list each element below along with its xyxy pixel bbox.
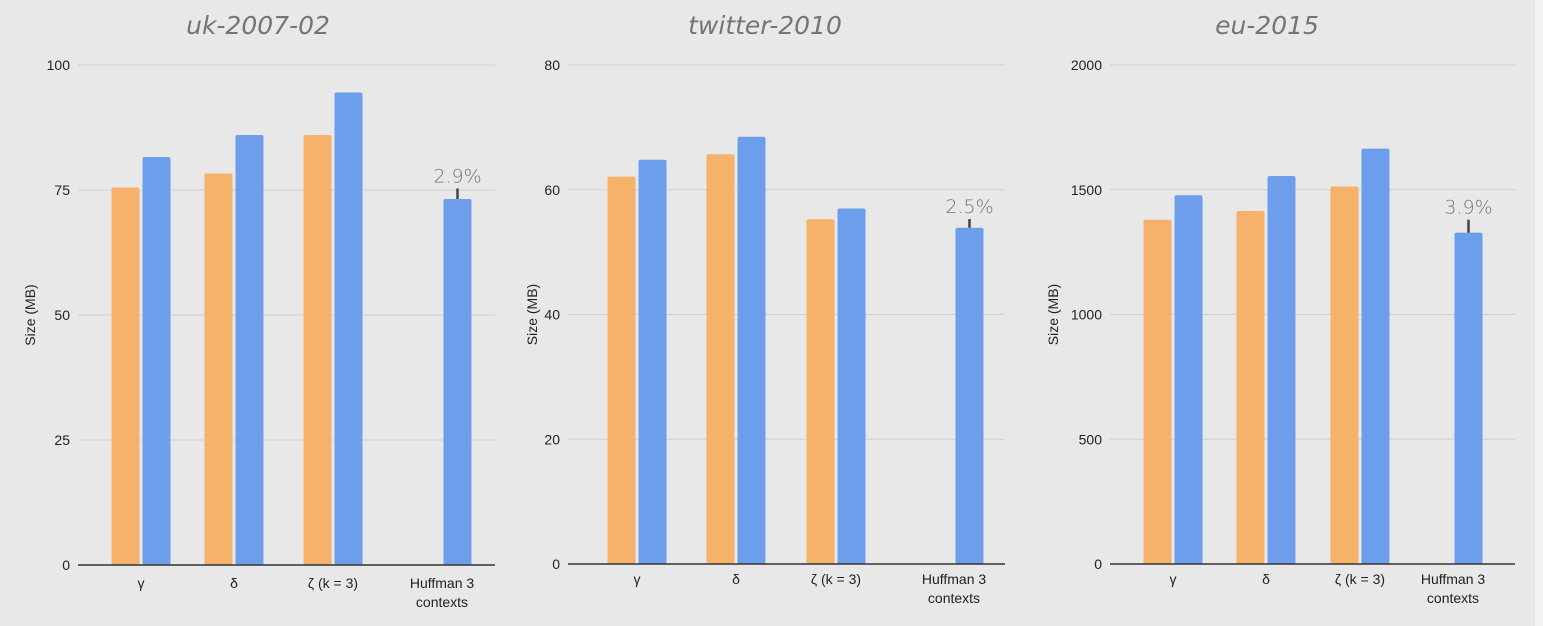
- y-tick-label: 80: [544, 57, 560, 73]
- x-tick-label: δ: [1262, 571, 1270, 587]
- x-tick-label: Huffman 3: [410, 575, 475, 591]
- y-tick-label: 0: [1094, 556, 1102, 572]
- bar-series-2-cat-2: [1267, 176, 1296, 564]
- x-tick-label: δ: [230, 575, 238, 591]
- y-axis-label: Size (MB): [22, 284, 38, 345]
- bar-series-2-cat-3: [1361, 148, 1390, 564]
- y-axis-label: Size (MB): [1045, 284, 1061, 345]
- x-tick-label: contexts: [416, 594, 468, 610]
- y-tick-label: 25: [54, 432, 70, 448]
- annotation-label: 3.9%: [1444, 197, 1492, 219]
- y-tick-label: 0: [552, 556, 560, 572]
- bar-series-1-cat-3: [303, 135, 332, 565]
- chart-1: uk-2007-02 Size (MB) 0 25 50 75 100 γ δ ζ (k = 3)…: [22, 11, 495, 610]
- y-tick-label: 50: [54, 307, 70, 323]
- x-tick-label: γ: [1170, 571, 1177, 587]
- y-tick-label: 60: [544, 182, 560, 198]
- bar-series-1-cat-2: [204, 173, 233, 565]
- y-tick-label: 20: [544, 431, 560, 447]
- x-tick-label: γ: [634, 571, 641, 587]
- x-tick-label: γ: [138, 575, 145, 591]
- x-tick-label: Huffman 3: [1421, 571, 1486, 587]
- chart-title: eu-2015: [1215, 11, 1319, 40]
- bar-series-2-cat-3: [837, 208, 866, 564]
- bar-series-1-cat-3: [1330, 186, 1359, 564]
- x-tick-label: ζ (k = 3): [308, 575, 358, 591]
- y-tick-label: 2000: [1071, 57, 1102, 73]
- bar-series-2-cat-1: [638, 159, 667, 564]
- bar-series-1-cat-1: [111, 187, 140, 565]
- bar-series-2-cat-4: [1454, 232, 1483, 564]
- y-tick-label: 1000: [1071, 307, 1102, 323]
- chart-title: uk-2007-02: [186, 11, 330, 40]
- x-tick-label: ζ (k = 3): [1335, 571, 1385, 587]
- bar-series-2-cat-1: [1174, 195, 1203, 564]
- bar-series-1-cat-1: [1143, 219, 1172, 564]
- page-edge-strip: [1535, 0, 1543, 626]
- bar-series-1-cat-2: [706, 154, 735, 565]
- bar-series-1-cat-1: [607, 176, 636, 564]
- bar-series-2-cat-4: [955, 227, 984, 564]
- y-tick-label: 0: [62, 557, 70, 573]
- bar-series-2-cat-1: [142, 157, 171, 565]
- chart-2: twitter-2010 Size (MB) 0 20 40 60 80 γ δ ζ (k = 3…: [524, 11, 1005, 606]
- annotation-label: 2.9%: [433, 166, 481, 188]
- bar-series-1-cat-3: [806, 219, 835, 564]
- bar-series-2-cat-2: [737, 136, 766, 564]
- y-tick-label: 75: [54, 182, 70, 198]
- y-tick-label: 40: [544, 307, 560, 323]
- bar-series-1-cat-2: [1236, 210, 1265, 564]
- annotation-label: 2.5%: [945, 196, 993, 218]
- bar-series-2-cat-2: [235, 135, 264, 565]
- bar-series-2-cat-4: [443, 199, 472, 565]
- y-axis-label: Size (MB): [524, 284, 540, 345]
- y-tick-label: 500: [1079, 431, 1103, 447]
- x-tick-label: δ: [732, 571, 740, 587]
- x-tick-label: contexts: [1427, 590, 1479, 606]
- bar-series-2-cat-3: [334, 92, 363, 565]
- y-tick-label: 100: [47, 57, 71, 73]
- y-tick-label: 1500: [1071, 182, 1102, 198]
- x-tick-label: contexts: [928, 590, 980, 606]
- chart-title: twitter-2010: [688, 11, 842, 40]
- chart-3: eu-2015 Size (MB) 0 500 1000 1500 2000 γ δ ζ (k =…: [1045, 11, 1515, 606]
- x-tick-label: ζ (k = 3): [811, 571, 861, 587]
- x-tick-label: Huffman 3: [922, 571, 987, 587]
